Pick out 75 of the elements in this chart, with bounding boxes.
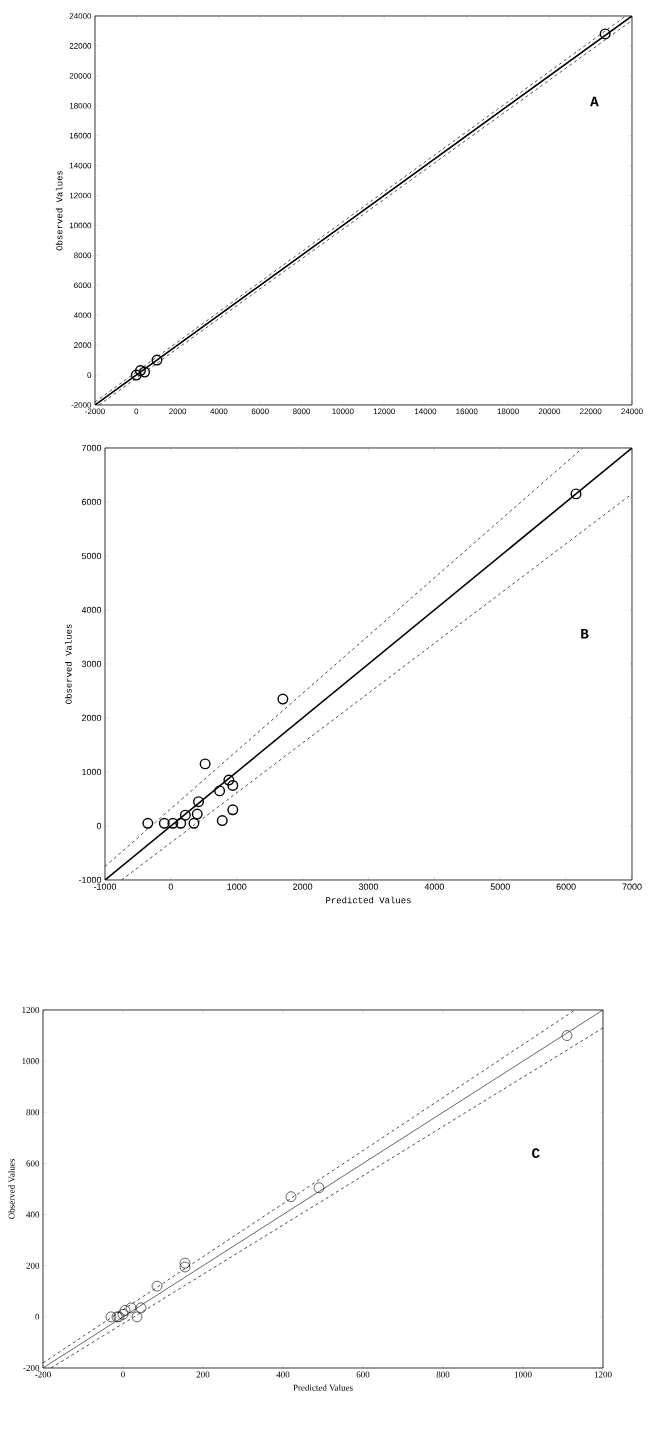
- point: [188, 817, 200, 829]
- x-tick-label: 1000: [514, 1371, 532, 1378]
- x-tick-label: 800: [436, 1371, 450, 1378]
- y-tick-label: 6000: [81, 498, 102, 506]
- x-tick-label: 600: [356, 1371, 370, 1378]
- x-tick-label: 5000: [490, 883, 510, 890]
- point: [570, 488, 582, 500]
- point: [158, 817, 170, 829]
- y-tick-label: 400: [26, 1211, 40, 1218]
- point: [131, 1311, 143, 1323]
- annotation: C: [532, 1148, 540, 1159]
- y-axis-title: Observed Values: [55, 170, 63, 251]
- point: [199, 758, 211, 770]
- y-tick-label: 5000: [81, 552, 102, 560]
- point: [151, 354, 163, 366]
- point: [223, 774, 235, 786]
- y-tick-label: 3000: [81, 660, 102, 668]
- point: [135, 1302, 147, 1314]
- x-tick-label: 200: [196, 1371, 210, 1378]
- x-tick-label: 0: [168, 883, 174, 890]
- y-axis-title: Observed Values: [65, 624, 72, 704]
- x-tick-label: 2000: [293, 883, 313, 890]
- x-tick-label: 3000: [358, 883, 379, 890]
- annotation: B: [581, 629, 589, 639]
- point: [130, 369, 142, 381]
- x-tick-label: 1000: [227, 883, 247, 890]
- y-tick-label: 600: [26, 1160, 40, 1167]
- x-tick-label: 400: [276, 1371, 290, 1378]
- point: [193, 796, 205, 808]
- x-tick-label: 6000: [556, 883, 576, 890]
- y-tick-label: 0: [96, 822, 102, 830]
- x-tick-label: -1000: [93, 883, 117, 890]
- y-tick-label: 800: [26, 1109, 40, 1116]
- point: [227, 780, 239, 791]
- y-axis-title: Observed Values: [8, 1159, 15, 1219]
- point: [179, 1257, 191, 1269]
- point: [105, 1311, 117, 1323]
- point: [142, 817, 154, 829]
- point: [179, 809, 191, 821]
- point: [125, 1302, 137, 1314]
- y-tick-label: 7000: [81, 444, 102, 452]
- point: [191, 808, 203, 820]
- point: [216, 815, 228, 827]
- y-tick-label: -200: [23, 1364, 40, 1372]
- point: [277, 693, 289, 705]
- point: [214, 785, 226, 797]
- y-tick-label: 200: [26, 1262, 40, 1269]
- y-tick-label: 1000: [22, 1058, 40, 1065]
- point: [134, 365, 146, 377]
- point: [561, 1030, 573, 1041]
- point: [179, 1261, 191, 1273]
- y-tick-label: 2000: [81, 714, 102, 722]
- point: [599, 28, 611, 40]
- x-tick-label: 4000: [424, 883, 444, 890]
- point: [175, 817, 187, 829]
- point: [285, 1191, 297, 1202]
- point: [119, 1305, 131, 1316]
- x-axis-title: Predicted Values: [326, 896, 411, 904]
- point: [117, 1309, 129, 1320]
- y-tick-label: 4000: [81, 606, 102, 614]
- y-tick-label: 0: [35, 1313, 40, 1320]
- x-tick-label: 7000: [622, 883, 642, 890]
- point: [313, 1182, 325, 1193]
- annotation: A: [590, 96, 599, 107]
- x-tick-label: 1200: [594, 1371, 612, 1378]
- y-tick-label: -1000: [78, 876, 102, 884]
- point: [167, 817, 179, 829]
- y-tick-label: 1000: [82, 768, 102, 776]
- x-tick-label: 0: [121, 1371, 125, 1378]
- x-tick-label: -200: [35, 1371, 51, 1378]
- y-tick-label: 1200: [22, 1006, 40, 1014]
- x-axis-title: Predicted Values: [293, 1384, 353, 1391]
- point: [139, 366, 151, 378]
- point: [151, 1280, 163, 1292]
- point: [227, 804, 239, 816]
